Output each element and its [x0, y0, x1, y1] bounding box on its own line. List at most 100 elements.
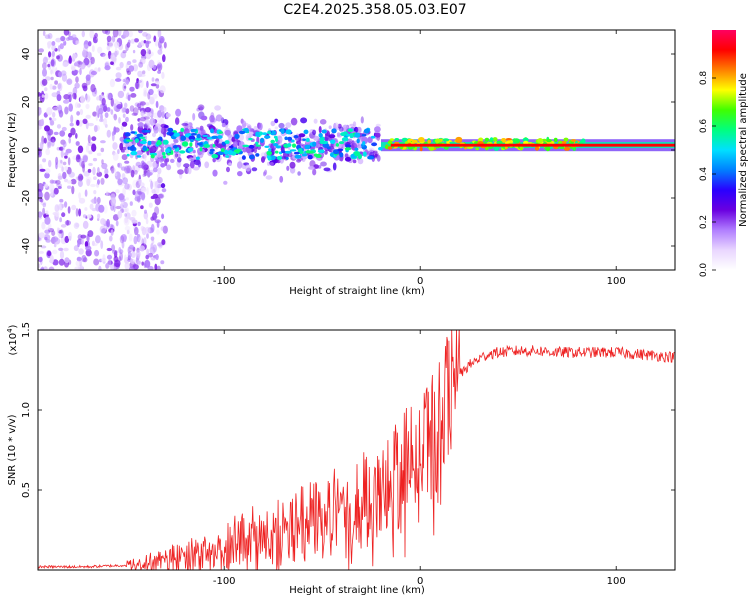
heatmap-cell [64, 235, 70, 244]
heatmap-cell [85, 103, 90, 110]
heatmap-cell [166, 113, 171, 118]
heatmap-cell [114, 172, 118, 177]
heatmap-cell [354, 152, 359, 157]
heatmap-cell [344, 156, 352, 162]
heatmap-cell [84, 189, 88, 197]
heatmap-cell [259, 137, 265, 143]
heatmap-cell [149, 117, 156, 126]
heatmap-cell [124, 254, 127, 261]
heatmap-cell [88, 150, 93, 155]
heatmap-cell [39, 141, 44, 150]
heatmap-cell [167, 152, 171, 156]
heatmap-cell [115, 220, 119, 227]
heatmap-cell [367, 155, 374, 160]
spectrogram-axes: -100 0 100 -40 -20 0 20 40 [21, 30, 675, 287]
heatmap-cell [114, 41, 120, 48]
heatmap-cell [129, 145, 135, 151]
heatmap-cell [121, 154, 128, 161]
heatmap-cell [120, 166, 127, 171]
heatmap-cell [125, 116, 129, 123]
heatmap-cell [85, 93, 88, 101]
heatmap-cell [156, 139, 162, 146]
heatmap-cell [60, 224, 67, 228]
heatmap-cell [71, 66, 76, 71]
heatmap-cell [286, 165, 290, 171]
heatmap-cell [150, 195, 156, 200]
heatmap-cell [158, 193, 165, 199]
heatmap-cell [66, 219, 69, 226]
heatmap-cell [57, 83, 62, 90]
heatmap-cell [211, 154, 219, 159]
heatmap-cell [387, 140, 393, 145]
heatmap-cell [545, 146, 551, 152]
heatmap-cell [149, 96, 155, 105]
heatmap-cell [139, 245, 145, 252]
heatmap-cell [255, 153, 260, 157]
heatmap-cell [266, 155, 270, 159]
heatmap-cell [133, 235, 138, 245]
heatmap-cell [97, 67, 101, 72]
heatmap-cell [298, 133, 306, 138]
heatmap-cell [354, 147, 359, 151]
heatmap-cell [132, 189, 136, 196]
heatmap-cell [264, 169, 268, 176]
heatmap-cell [132, 59, 137, 63]
heatmap-cell [63, 94, 70, 100]
heatmap-cell [58, 146, 64, 151]
heatmap-cell [319, 119, 327, 125]
heatmap-cell [56, 104, 63, 111]
heatmap-cell [58, 247, 63, 251]
heatmap-cell [300, 117, 308, 124]
heatmap-cell [59, 250, 65, 260]
heatmap-cell [553, 137, 558, 142]
heatmap-cell [302, 138, 307, 141]
heatmap-cell [149, 147, 153, 155]
heatmap-cell [60, 159, 63, 164]
heatmap-cell [51, 85, 57, 90]
heatmap-cell [242, 120, 247, 128]
heatmap-cell [210, 128, 214, 134]
heatmap-cell [82, 85, 88, 92]
heatmap-cell [121, 121, 128, 127]
heatmap-cell [76, 256, 82, 262]
heatmap-cell [141, 162, 148, 170]
heatmap-cell [488, 139, 494, 143]
heatmap-cell [209, 115, 215, 123]
heatmap-cell [195, 140, 199, 149]
heatmap-cell [139, 101, 146, 106]
heatmap-cell [135, 153, 139, 160]
heatmap-cell [177, 169, 184, 175]
heatmap-cell [313, 118, 318, 124]
heatmap-cell [224, 129, 231, 136]
heatmap-cell [47, 41, 53, 47]
heatmap-cell [64, 257, 70, 264]
heatmap-cell [103, 105, 108, 112]
heatmap-cell [320, 161, 327, 167]
heatmap-cell [47, 141, 52, 149]
heatmap-cell [120, 201, 125, 206]
heatmap-cell [344, 153, 349, 158]
heatmap-cell [163, 41, 167, 49]
heatmap-cell [114, 259, 121, 268]
heatmap-cell [192, 166, 200, 171]
heatmap-cell [173, 132, 180, 137]
snr-line [38, 330, 675, 570]
heatmap-cell [67, 206, 71, 214]
heatmap-cell [172, 145, 178, 149]
heatmap-cell [56, 55, 60, 60]
heatmap-cell [107, 92, 113, 101]
heatmap-cell [157, 167, 162, 175]
heatmap-cell [492, 137, 498, 142]
heatmap-cell [73, 62, 79, 67]
heatmap-cell [73, 245, 79, 252]
heatmap-cell [152, 167, 158, 173]
heatmap-cell [91, 45, 95, 52]
heatmap-cell [73, 69, 79, 74]
x-tick-label: -100 [213, 276, 236, 287]
heatmap-cell [79, 175, 84, 181]
heatmap-cell [261, 156, 265, 163]
heatmap-cell [190, 133, 197, 136]
heatmap-cell [513, 138, 520, 144]
heatmap-cell [159, 105, 165, 112]
heatmap-cell [109, 78, 115, 88]
